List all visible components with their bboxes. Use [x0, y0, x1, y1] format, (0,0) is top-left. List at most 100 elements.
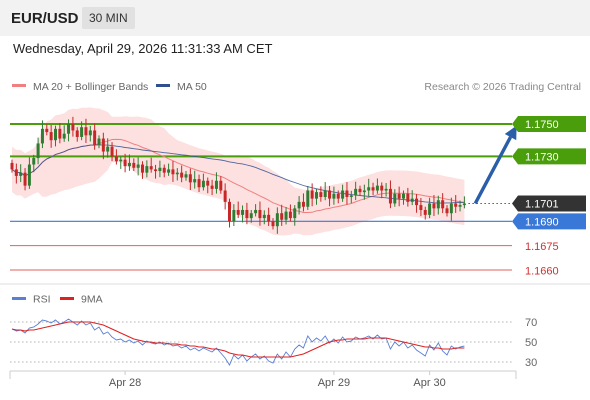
candle-body: [358, 188, 362, 193]
candle: [10, 159, 14, 173]
candle-body: [23, 172, 27, 186]
candle: [219, 176, 223, 194]
candle: [288, 204, 292, 222]
candle: [136, 157, 140, 176]
legend-label: RSI: [33, 294, 51, 306]
candle-body: [236, 209, 240, 215]
level-tags: 1.1750 1.1730 1.1701 1.1690 1.1675 1.1660: [512, 115, 586, 278]
x-tick-label: Apr 29: [318, 377, 350, 389]
candle: [258, 201, 262, 226]
candle-body: [184, 174, 188, 178]
rsi-ma-line: [11, 321, 465, 358]
level-tag-bg: [512, 148, 586, 165]
candle-body: [458, 205, 462, 207]
candle: [40, 120, 44, 149]
candle-body: [410, 198, 414, 202]
candle-body: [275, 213, 279, 227]
level-tag-text: 1.1701: [525, 198, 559, 210]
candle: [184, 171, 188, 181]
candle-body: [32, 158, 36, 165]
candle: [101, 132, 105, 160]
candle: [201, 173, 205, 191]
candle: [149, 157, 153, 173]
candle-body: [114, 156, 118, 162]
candle-body: [306, 190, 310, 207]
candle-body: [284, 211, 288, 220]
candle: [458, 200, 462, 212]
candle: [345, 182, 349, 205]
candle-body: [158, 167, 162, 172]
candle-body: [441, 200, 445, 209]
candle-body: [454, 203, 458, 207]
candle: [32, 154, 36, 173]
candle-body: [406, 193, 410, 202]
candle-body: [341, 190, 345, 199]
candle: [293, 205, 297, 226]
candle: [336, 190, 340, 204]
legend-swatch: [12, 84, 26, 87]
candle: [462, 196, 466, 209]
candle-body: [123, 159, 127, 167]
candle-body: [110, 146, 114, 157]
candle-body: [88, 130, 92, 136]
candle-body: [349, 195, 353, 197]
candle-body: [27, 164, 31, 186]
candle: [297, 196, 301, 215]
timeframe-badge[interactable]: 30 MIN: [82, 7, 135, 29]
level-tag: 1.1690: [512, 213, 586, 230]
candle-body: [167, 169, 171, 173]
candle: [188, 168, 192, 191]
candle-body: [97, 138, 101, 146]
candle-body: [58, 128, 62, 139]
candle: [228, 198, 231, 228]
candle-body: [280, 213, 284, 220]
candle: [349, 190, 353, 204]
projection-arrow: [473, 125, 517, 205]
candle-body: [362, 190, 366, 193]
candle-body: [367, 187, 371, 191]
candle-body: [332, 193, 336, 199]
candle: [380, 182, 384, 199]
candle-body: [210, 185, 214, 189]
x-tick-label: Apr 28: [109, 377, 141, 389]
candle: [110, 142, 114, 162]
candle-body: [384, 188, 388, 191]
legend-label: MA 20 + Bollinger Bands: [33, 81, 148, 93]
candle-body: [214, 180, 218, 189]
candle-body: [436, 200, 440, 209]
candle: [114, 149, 118, 165]
price-panel: 1.1750 1.1730 1.1701 1.1690 1.1675 1.1660 MA …: [10, 81, 586, 278]
candle: [167, 163, 171, 176]
candle: [328, 185, 332, 207]
candle-body: [432, 203, 436, 209]
legend-label: 9MA: [81, 294, 103, 306]
candle: [362, 184, 366, 200]
candle-body: [271, 221, 275, 227]
candle-body: [136, 164, 140, 168]
candle: [393, 189, 397, 207]
legend-swatch: [156, 84, 170, 87]
candle-body: [375, 185, 379, 191]
candle: [154, 164, 158, 179]
candle: [371, 182, 375, 196]
candle: [223, 183, 227, 210]
symbol-title: EUR/USD: [11, 10, 79, 27]
candle-body: [301, 201, 305, 207]
candle: [19, 164, 23, 183]
candle: [358, 185, 362, 196]
projection-line: [473, 136, 513, 205]
candle-body: [188, 174, 192, 183]
legend-label: MA 50: [177, 81, 207, 93]
chart-credit: Research © 2026 Trading Central: [424, 81, 581, 93]
level-tag-bg: [512, 115, 586, 132]
candle-body: [462, 203, 466, 206]
candle: [67, 119, 71, 142]
candle: [245, 202, 249, 225]
level-tag-text: 1.1750: [525, 119, 559, 131]
candle: [127, 154, 131, 171]
candle-body: [297, 201, 301, 209]
candle: [175, 168, 179, 181]
candle: [419, 197, 423, 217]
candle-body: [154, 169, 158, 172]
level-tag: 1.1750: [512, 115, 586, 132]
